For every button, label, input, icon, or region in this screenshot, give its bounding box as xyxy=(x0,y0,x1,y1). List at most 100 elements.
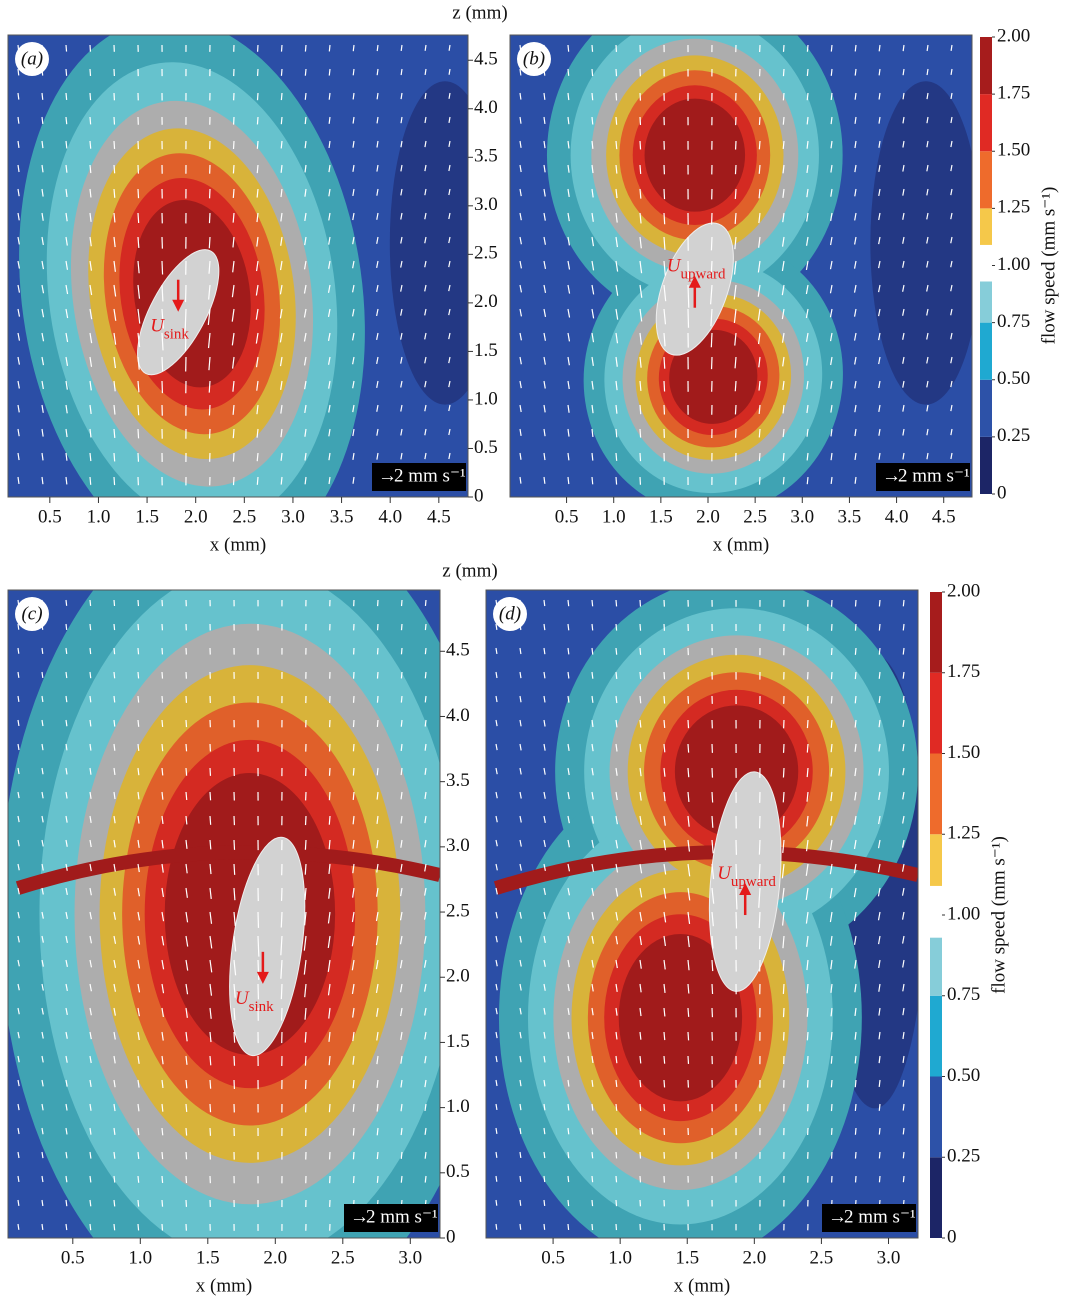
flow-vector xyxy=(639,284,643,298)
flow-vector xyxy=(639,719,642,728)
flow-vector xyxy=(41,815,44,823)
flow-vector xyxy=(424,236,427,244)
flow-vector xyxy=(567,935,570,944)
flow-vector xyxy=(185,767,188,776)
flow-vector xyxy=(663,815,666,826)
flow-vector xyxy=(328,1031,331,1042)
flow-vector xyxy=(209,1079,212,1089)
flow-vector xyxy=(806,68,809,76)
flow-vector xyxy=(615,164,618,174)
flow-vector xyxy=(280,44,283,52)
flow-vector xyxy=(303,959,307,975)
flow-vector xyxy=(591,1007,594,1016)
flow-vector xyxy=(89,1079,92,1087)
flow-vector xyxy=(615,839,619,849)
y-tick-label: 4.5 xyxy=(446,640,470,661)
flow-vector xyxy=(519,1103,522,1111)
flow-vector xyxy=(424,1103,427,1112)
flow-vector xyxy=(830,452,833,461)
speed-contour xyxy=(669,329,758,424)
flow-vector xyxy=(17,983,20,991)
flow-vector xyxy=(687,767,690,778)
flow-vector xyxy=(854,44,857,52)
flow-vector xyxy=(304,839,307,850)
flow-vector xyxy=(208,260,211,274)
flow-vector xyxy=(567,236,571,246)
flow-vector xyxy=(733,308,737,323)
annotation-subscript: sink xyxy=(164,327,190,343)
flow-vector xyxy=(519,116,522,124)
flow-vector xyxy=(233,1007,236,1021)
colorbar-tick-label: 1.50 xyxy=(997,140,1030,161)
flow-vector xyxy=(591,959,594,968)
flow-vector xyxy=(806,428,809,437)
flow-vector xyxy=(41,743,44,751)
flow-vector xyxy=(543,212,546,221)
flow-vector xyxy=(400,767,403,776)
flow-vector xyxy=(854,719,857,728)
flow-vector xyxy=(352,68,355,76)
flow-vector xyxy=(304,164,307,173)
flow-vector xyxy=(615,623,618,631)
flow-vector xyxy=(161,1031,164,1041)
flow-vector xyxy=(327,935,331,949)
flow-vector xyxy=(304,476,307,485)
flow-vector xyxy=(185,911,189,923)
flow-vector xyxy=(567,164,570,173)
flow-vector xyxy=(830,44,833,52)
annotation: Uupward xyxy=(717,863,776,890)
flow-vector xyxy=(328,476,331,485)
flow-vector xyxy=(805,863,809,876)
flow-vector xyxy=(89,935,93,944)
flow-vector xyxy=(543,863,546,872)
colorbar-band xyxy=(980,436,992,494)
flow-vector xyxy=(399,959,403,969)
flow-vector xyxy=(615,1079,618,1088)
flow-vector xyxy=(591,1079,594,1087)
flow-vector xyxy=(543,671,546,679)
x-tick-label: 2.0 xyxy=(184,506,208,527)
flow-vector xyxy=(902,767,905,776)
flow-vector xyxy=(782,164,785,174)
flow-vector xyxy=(591,695,594,703)
flow-vector xyxy=(926,164,929,172)
flow-vector xyxy=(591,1127,594,1135)
flow-vector xyxy=(829,935,833,946)
flow-vector xyxy=(280,935,283,956)
flow-vector xyxy=(424,404,427,412)
flow-vector xyxy=(232,260,235,273)
panel-frame xyxy=(485,589,919,1239)
flow-vector xyxy=(829,887,833,899)
flow-vector xyxy=(65,380,68,390)
flow-vector xyxy=(615,1103,618,1111)
flow-vector xyxy=(781,284,785,296)
flow-vector xyxy=(161,308,164,329)
x-tick-label: 1.0 xyxy=(608,1247,632,1268)
flow-vector xyxy=(89,791,92,799)
flow-vector xyxy=(279,332,283,343)
flow-vector xyxy=(65,1079,68,1087)
flow-vector xyxy=(352,1031,355,1042)
flow-vector xyxy=(687,743,690,753)
flow-vector xyxy=(376,332,379,341)
colorbar-tick-label: 1.25 xyxy=(997,197,1030,218)
flow-vector xyxy=(328,44,331,52)
flow-vector xyxy=(113,236,116,248)
flow-vector xyxy=(830,428,833,437)
flow-vector xyxy=(639,935,643,946)
flow-vector xyxy=(591,404,594,414)
flow-vector xyxy=(280,92,283,101)
flow-vector xyxy=(543,791,546,799)
flow-vector xyxy=(65,260,69,270)
flow-vector xyxy=(591,1175,594,1183)
flow-vector xyxy=(902,743,905,752)
flow-vector xyxy=(185,1103,188,1112)
flow-vector xyxy=(113,260,116,272)
flow-vector xyxy=(89,743,92,751)
flow-vector xyxy=(591,332,595,343)
flow-vector xyxy=(424,791,427,800)
flow-vector xyxy=(17,188,20,197)
flow-vector xyxy=(400,44,403,52)
flow-vector xyxy=(733,260,737,275)
flow-vector xyxy=(41,212,44,221)
